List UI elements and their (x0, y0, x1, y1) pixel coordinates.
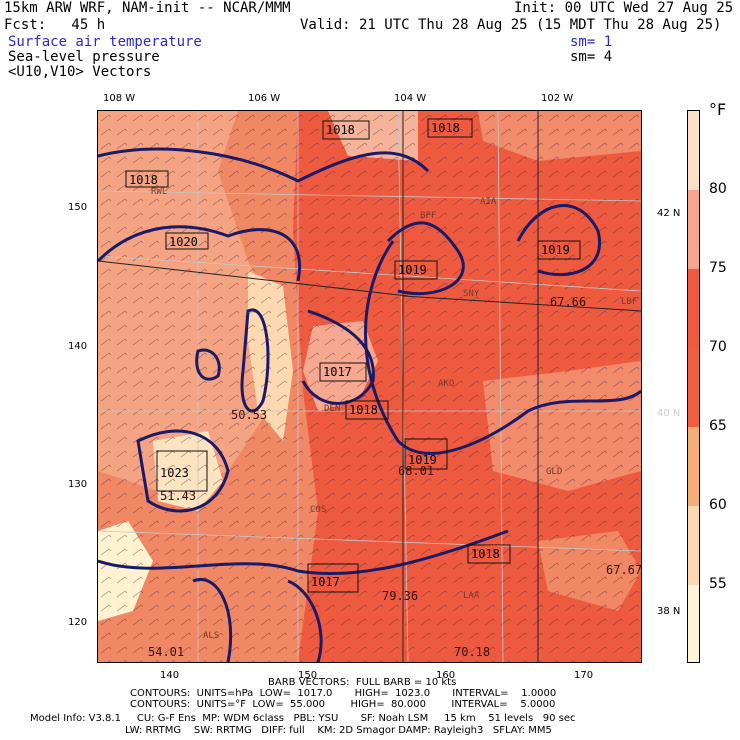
smoothing-temp: sm= 1 (570, 34, 613, 50)
y-tick-150: 150 (68, 202, 88, 213)
station-label: COS (310, 505, 327, 515)
temp-label: 51.43 (160, 489, 197, 503)
temp-label: 79.36 (382, 589, 419, 603)
legend-swatch (688, 111, 699, 190)
temp-label: 70.18 (454, 645, 491, 659)
station-label: GLD (546, 467, 563, 477)
station-label: SNY (463, 289, 480, 299)
lon-label-102w: 102 W (541, 93, 574, 104)
pressure-label: 1019 (541, 243, 570, 257)
station-label: DEN (324, 404, 341, 414)
legend-tick: 70 (709, 339, 727, 355)
footer-physics-info: LW: RRTMG SW: RRTMG DIFF: full KM: 2D Sm… (125, 725, 552, 736)
lat-label-40n: 40 N (657, 408, 681, 419)
lon-label-108w: 108 W (103, 93, 136, 104)
model-title: 15km ARW WRF, NAM-init -- NCAR/MMM (4, 0, 291, 16)
temp-label: 68.01 (398, 464, 435, 478)
lat-label-42n: 42 N (657, 208, 681, 219)
legend-tick: 75 (709, 260, 727, 276)
legend-tick: 80 (709, 181, 727, 197)
station-label: LAA (463, 591, 480, 601)
pressure-label: 1023 (160, 466, 189, 480)
temp-label: 67.66 (550, 295, 587, 309)
pressure-label: 1018 (349, 403, 378, 417)
pressure-label-boxes (125, 118, 581, 593)
footer-model-info: Model Info: V3.8.1 CU: G-F Ens MP: WDM 6… (30, 713, 576, 724)
legend-swatch (688, 190, 699, 269)
lon-label-104w: 104 W (394, 93, 427, 104)
temp-label: 67.67 (606, 563, 642, 577)
legend-tick: 55 (709, 576, 727, 592)
field-temperature: Surface air temperature (8, 34, 202, 50)
y-tick-120: 120 (68, 617, 88, 628)
temperature-legend (687, 110, 700, 663)
field-pressure: Sea-level pressure (8, 49, 160, 65)
legend-tick: 60 (709, 497, 727, 513)
pressure-label: 1020 (169, 235, 198, 249)
pressure-label: 1018 (129, 173, 158, 187)
station-label: LBF (621, 297, 638, 307)
isobars (98, 147, 641, 662)
y-tick-140: 140 (68, 341, 88, 352)
footer-barb-info: BARB VECTORS: FULL BARB = 10 kts (268, 677, 457, 688)
legend-unit: °F (709, 100, 727, 119)
station-label: BFF (420, 211, 437, 221)
pressure-label: 1017 (311, 575, 340, 589)
lon-label-106w: 106 W (248, 93, 281, 104)
station-label: AIA (480, 197, 497, 207)
pressure-label: 1019 (398, 263, 427, 277)
pressure-label: 1018 (326, 123, 355, 137)
temp-label: 50.53 (231, 408, 268, 422)
y-tick-130: 130 (68, 479, 88, 490)
station-label: ALS (203, 631, 220, 641)
legend-swatch (688, 348, 699, 427)
station-label: AKO (438, 379, 455, 389)
legend-tick: 65 (709, 418, 727, 434)
lat-label-38n: 38 N (657, 606, 681, 617)
field-vectors: <U10,V10> Vectors (8, 64, 152, 80)
pressure-label: 1017 (323, 365, 352, 379)
x-tick-140: 140 (160, 670, 180, 681)
smoothing-pressure: sm= 4 (570, 49, 613, 65)
footer-contours-temp: CONTOURS: UNITS=°F LOW= 55.000 HIGH= 80.… (130, 699, 556, 710)
footer-contours-pressure: CONTOURS: UNITS=hPa LOW= 1017.0 HIGH= 10… (130, 688, 557, 699)
temp-label: 54.01 (148, 645, 185, 659)
forecast-map: 1018 1018 1018 1020 1019 1019 1017 1018 … (97, 110, 642, 663)
legend-swatch (688, 585, 699, 662)
pressure-label: 1019 (408, 453, 437, 467)
valid-time: Valid: 21 UTC Thu 28 Aug 25 (15 MDT Thu … (300, 17, 722, 33)
forecast-hour: Fcst: 45 h (4, 17, 106, 33)
pressure-label: 1018 (431, 121, 460, 135)
x-tick-160: 160 (436, 670, 456, 681)
x-tick-170: 170 (574, 670, 594, 681)
x-tick-150: 150 (298, 670, 318, 681)
legend-swatch (688, 427, 699, 506)
legend-swatch (688, 506, 699, 585)
station-label: RWL (151, 187, 168, 197)
pressure-label: 1018 (471, 547, 500, 561)
state-borders (98, 111, 641, 662)
init-time: Init: 00 UTC Wed 27 Aug 25 (514, 0, 734, 16)
legend-swatch (688, 269, 699, 348)
